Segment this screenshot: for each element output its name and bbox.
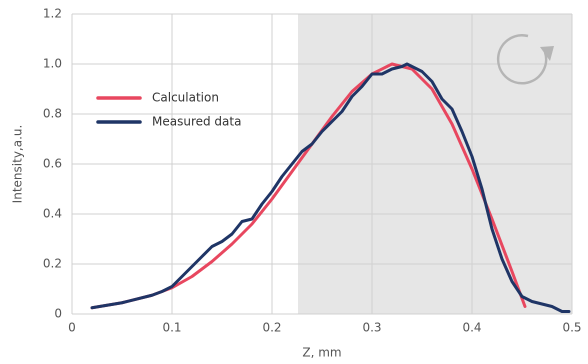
grid-layer: [71, 13, 573, 315]
x-tick-label: 0.3: [362, 321, 381, 335]
y-axis-label: Intensity,a.u.: [11, 125, 25, 204]
y-tick-label: 0.6: [43, 157, 62, 171]
rotate-icon: [496, 34, 554, 85]
legend-label: Measured data: [152, 115, 241, 129]
rotate-arrow: [540, 46, 554, 61]
x-tick-label: 0.5: [562, 321, 581, 335]
x-tick-label: 0: [68, 321, 76, 335]
legend-label: Calculation: [152, 91, 219, 105]
x-axis-label: Z, mm: [302, 346, 341, 360]
x-tick-label: 0.2: [262, 321, 281, 335]
x-tick-label: 0.1: [162, 321, 181, 335]
y-tick-label: 0.8: [43, 107, 62, 121]
data-line: [90, 62, 571, 313]
y-tick-label: 0: [54, 307, 62, 321]
y-tick-label: 1.2: [43, 7, 62, 21]
y-tick-label: 0.2: [43, 257, 62, 271]
rotate-arc: [496, 34, 548, 85]
y-tick-label: 1.0: [43, 57, 62, 71]
y-tick-label: 0.4: [43, 207, 62, 221]
x-tick-label: 0.4: [462, 321, 481, 335]
